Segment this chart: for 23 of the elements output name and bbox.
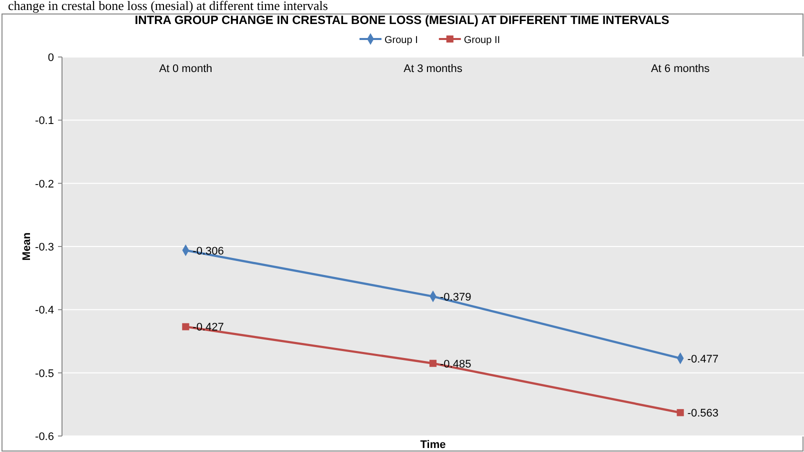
point bbox=[182, 323, 190, 330]
data-label: -0.477 bbox=[687, 353, 719, 366]
data-label: -0.485 bbox=[440, 358, 472, 370]
data-label: -0.379 bbox=[440, 291, 472, 304]
point bbox=[429, 360, 437, 367]
data-label: -0.563 bbox=[687, 408, 719, 420]
legend-label: Group I bbox=[384, 35, 418, 46]
text: change in crestal bone loss (mesial) at different time intervals bbox=[8, 0, 328, 13]
y-tick-label: -0.1 bbox=[35, 115, 54, 128]
y-tick-label: -0.5 bbox=[35, 368, 54, 380]
point bbox=[676, 409, 684, 416]
y-axis-title: Mean bbox=[21, 232, 33, 261]
x-axis-title: Time bbox=[420, 439, 446, 451]
x-tick-label: At 3 months bbox=[404, 63, 463, 75]
x-tick-label: At 6 months bbox=[650, 63, 710, 75]
y-tick-label: -0.3 bbox=[35, 242, 54, 254]
y-tick-label: -0.6 bbox=[35, 431, 54, 443]
y-tick-label: -0.4 bbox=[35, 304, 54, 317]
y-tick-label: 0 bbox=[48, 52, 54, 64]
x-tick-label: At 0 month bbox=[159, 63, 212, 75]
y-tick-label: -0.2 bbox=[35, 178, 54, 190]
chart-title: INTRA GROUP CHANGE IN CRESTAL BONE LOSS (MESIAL) AT DIFFERENT TIME INTERVALS bbox=[134, 13, 670, 27]
legend-label: Group II bbox=[464, 35, 500, 46]
